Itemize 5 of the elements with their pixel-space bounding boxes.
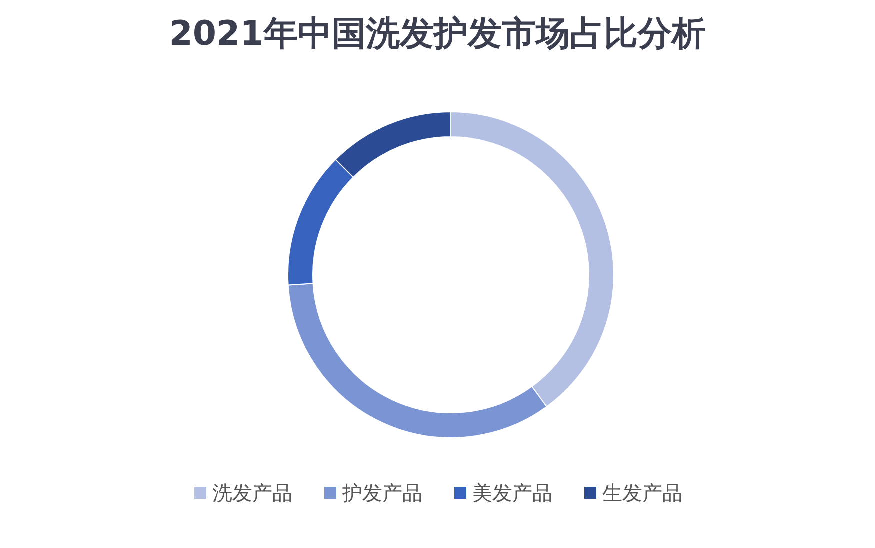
legend-label: 护发产品 — [342, 481, 422, 505]
chart-title: 2021年中国洗发护发市场占比分析 — [169, 14, 706, 54]
legend-label: 生发产品 — [602, 481, 682, 505]
legend-label: 美发产品 — [472, 481, 552, 505]
legend-label: 洗发产品 — [212, 481, 292, 505]
